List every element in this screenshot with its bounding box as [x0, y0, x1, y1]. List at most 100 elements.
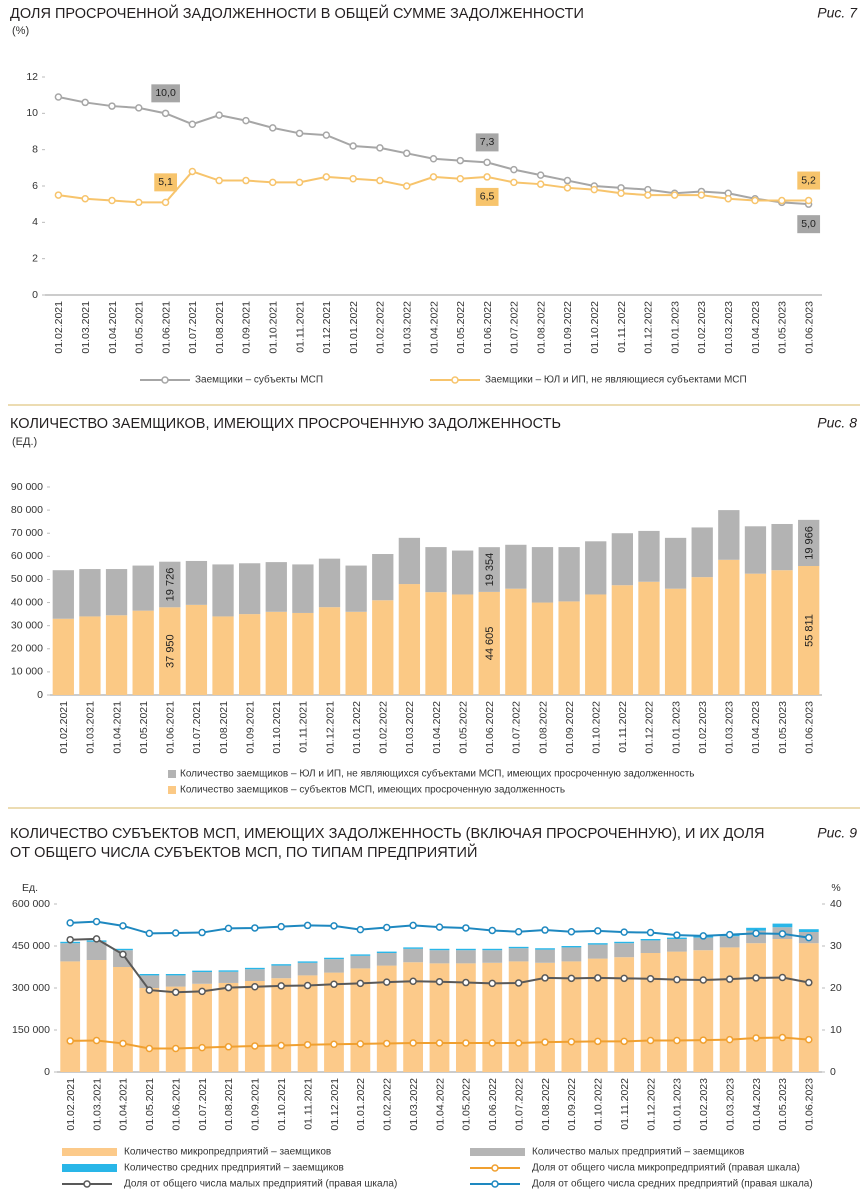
bar [693, 937, 714, 951]
data-label: 19 726 [165, 568, 177, 602]
bar [376, 965, 397, 1072]
marker [435, 923, 444, 931]
x-tick-label: 01.06.2023 [803, 701, 815, 754]
x-tick-label: 01.05.2022 [455, 301, 467, 354]
marker [435, 977, 444, 986]
x-tick-label: 01.04.2023 [751, 1078, 763, 1131]
marker [563, 184, 572, 192]
x-tick-label: 01.12.2021 [321, 301, 333, 354]
bar [772, 923, 793, 928]
bar [798, 943, 819, 1072]
x-tick-label: 01.04.2021 [107, 301, 119, 354]
x-tick-label: 01.02.2022 [375, 301, 387, 354]
x-tick-label: 01.09.2021 [250, 1078, 262, 1131]
x-tick-label: 01.01.2022 [355, 1078, 367, 1131]
x-tick-label: 01.11.2022 [617, 701, 629, 753]
marker [81, 98, 89, 107]
bar [719, 936, 740, 948]
marker [778, 196, 786, 205]
legend-label: Доля от общего числа микропредприятий (п… [532, 1162, 800, 1174]
marker [488, 926, 497, 935]
legend-label: Заемщики – субъекты МСП [195, 374, 323, 386]
bar [192, 970, 212, 973]
data-label: 5,0 [801, 218, 816, 230]
x-tick-label: 01.10.2022 [589, 301, 601, 354]
legend-swatch [470, 1148, 525, 1156]
marker [563, 176, 572, 185]
y-tick-label: 80 000 [11, 504, 43, 516]
marker [804, 196, 813, 205]
bar [691, 527, 713, 578]
marker [536, 180, 545, 188]
marker [145, 1044, 154, 1053]
bar [667, 939, 687, 952]
x-tick-label: 01.03.2023 [723, 301, 735, 354]
marker [382, 923, 391, 932]
marker [145, 986, 154, 994]
bar [139, 988, 160, 1072]
legend-label: Доля от общего числа малых предприятий (… [124, 1178, 397, 1190]
x-tick-label: 01.08.2021 [223, 1078, 235, 1131]
marker [699, 976, 708, 984]
legend-swatch [83, 1180, 91, 1188]
marker [567, 1038, 576, 1046]
x-tick-label: 01.02.2021 [65, 1078, 77, 1131]
x-tick-label: 01.03.2021 [85, 701, 97, 754]
legend-label: Доля от общего числа средних предприятий… [532, 1178, 813, 1190]
x-tick-label: 01.07.2022 [511, 701, 523, 754]
marker [66, 919, 74, 927]
data-label: 55 811 [804, 614, 816, 647]
bar [244, 981, 265, 1072]
x-tick-label: 01.07.2021 [191, 701, 203, 754]
bar [425, 592, 447, 695]
bar [505, 588, 527, 695]
bar [640, 953, 661, 1072]
bar [455, 948, 476, 951]
bar [611, 533, 633, 586]
marker [594, 974, 602, 982]
x-tick-label: 01.02.2022 [378, 701, 390, 754]
bar [218, 971, 239, 983]
y2-tick-label: 20 [830, 982, 842, 994]
x-tick-label: 01.02.2021 [53, 301, 65, 354]
marker [171, 988, 180, 996]
bar [218, 970, 239, 972]
marker [590, 185, 599, 194]
bar [561, 946, 582, 948]
bar [132, 565, 154, 611]
y2-tick-label: 0 [830, 1066, 836, 1078]
marker [697, 191, 706, 199]
marker [673, 931, 681, 939]
x-tick-label: 01.06.2021 [165, 701, 177, 754]
bar [192, 983, 212, 1072]
data-label: 6,5 [480, 191, 495, 203]
marker [805, 978, 813, 987]
x-tick-label: 01.12.2021 [324, 701, 336, 754]
marker [376, 176, 384, 185]
bar [165, 975, 186, 987]
x-tick-label: 01.06.2023 [804, 1078, 816, 1131]
x-tick-label: 01.06.2021 [160, 301, 172, 354]
marker [251, 1042, 259, 1050]
y-tick-label: 20 000 [11, 643, 43, 655]
marker [171, 1044, 180, 1053]
marker [751, 196, 759, 205]
marker [198, 1043, 206, 1052]
bar [531, 547, 554, 603]
bar [265, 562, 287, 612]
bar [165, 974, 186, 976]
marker [66, 935, 74, 944]
bar [113, 967, 133, 1072]
marker [805, 1035, 813, 1044]
marker [699, 932, 708, 940]
bar [212, 616, 234, 695]
x-tick-label: 01.03.2021 [91, 1078, 103, 1131]
bar [482, 962, 503, 1072]
marker [541, 1038, 549, 1046]
marker [277, 922, 285, 931]
legend-label: Количество заемщиков – ЮЛ и ИП, не являю… [180, 768, 694, 780]
x-tick-label: 01.06.2022 [484, 701, 496, 754]
x-tick-label: 01.05.2021 [138, 701, 150, 754]
bar [372, 554, 394, 601]
